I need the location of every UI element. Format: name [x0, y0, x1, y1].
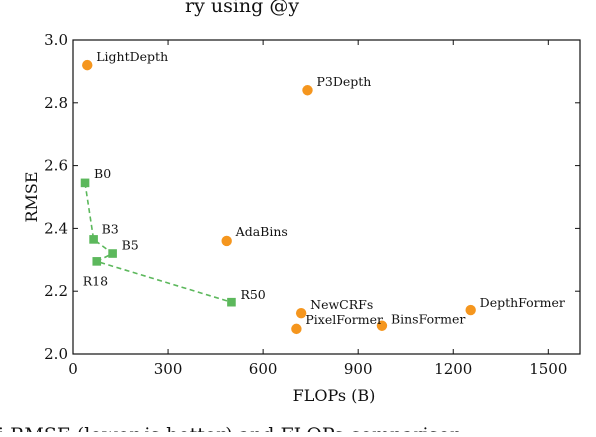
point-pixelformer	[291, 323, 302, 335]
header-text-fragment: ry using @y	[185, 0, 299, 17]
x-tick-label: 1500	[529, 360, 567, 378]
point-binsformer	[376, 320, 388, 331]
point-b3	[89, 235, 98, 244]
point-p3depth	[302, 85, 313, 96]
y-tick-label: 2.4	[44, 219, 68, 237]
y-tick-label: 3.0	[44, 31, 68, 49]
y-tick-label: 2.8	[44, 94, 68, 112]
plot-area-frame	[72, 39, 581, 355]
point-label-adabins: AdaBins	[235, 224, 288, 239]
x-tick-label: 600	[249, 360, 278, 378]
point-label-lightdepth: LightDepth	[96, 49, 168, 64]
x-tick-label: 900	[344, 360, 373, 378]
point-label-r50: R50	[240, 287, 265, 302]
point-label-depthformer: DepthFormer	[480, 295, 565, 310]
y-axis-title: RMSE	[22, 171, 41, 222]
x-tick-label: 1200	[434, 360, 472, 378]
point-newcrfs	[295, 307, 307, 319]
point-label-newcrfs: NewCRFs	[310, 297, 373, 312]
x-tick-label: 300	[154, 360, 183, 378]
caption-text-fragment: i RMSE (lower is better) and FLOPs compa…	[0, 424, 462, 432]
y-tick-label: 2.0	[44, 345, 68, 363]
y-tick-label: 2.2	[44, 282, 68, 300]
point-depthformer	[465, 304, 476, 316]
point-label-r18: R18	[83, 273, 108, 288]
y-tick-label: 2.6	[44, 157, 68, 175]
x-tick-label: 0	[68, 360, 78, 378]
point-b0	[80, 178, 90, 188]
point-b5	[108, 249, 117, 258]
point-adabins	[221, 235, 232, 247]
x-axis-title: FLOPs (B)	[293, 386, 376, 405]
point-label-b0: B0	[94, 166, 111, 181]
point-label-b3: B3	[102, 221, 119, 236]
point-label-pixelformer: PixelFormer	[305, 312, 383, 327]
point-r50	[227, 297, 236, 307]
point-lightdepth	[82, 59, 93, 71]
point-label-binsformer: BinsFormer	[391, 312, 465, 327]
point-label-b5: B5	[122, 238, 139, 253]
point-r18	[92, 257, 102, 266]
point-label-p3depth: P3Depth	[316, 74, 371, 89]
